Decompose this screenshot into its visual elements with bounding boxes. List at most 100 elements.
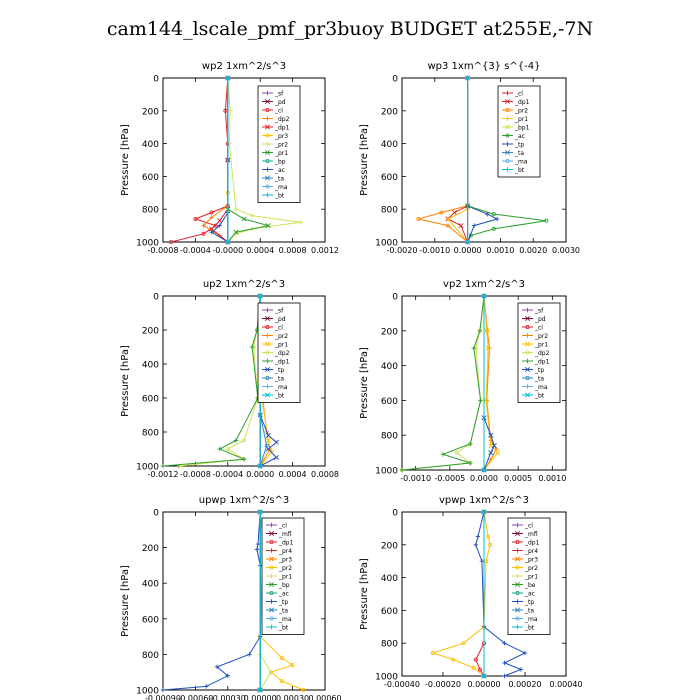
data-point	[279, 655, 284, 660]
data-point	[258, 687, 263, 693]
y-tick-label: 1000	[136, 239, 159, 249]
x-tick-label: -0.00040	[384, 680, 420, 689]
data-point	[445, 223, 450, 228]
data-point	[461, 641, 466, 646]
legend-label: _mfl	[524, 531, 538, 538]
series-line	[162, 295, 261, 467]
legend-marker	[268, 530, 275, 537]
x-tick-label: -0.00020	[425, 680, 461, 689]
legend-label: _dp1	[514, 99, 530, 106]
x-tick-label: 0.0005	[504, 474, 532, 483]
legend-marker	[505, 116, 510, 121]
series-line	[467, 78, 499, 243]
data-point	[209, 229, 214, 235]
legend-marker	[269, 548, 274, 553]
legend-label: _pr1	[524, 574, 538, 581]
legend-marker	[525, 375, 530, 380]
data-point	[502, 660, 507, 666]
x-tick-label: 0.0030	[552, 246, 580, 255]
data-point	[488, 432, 494, 438]
data-point	[491, 443, 497, 449]
legend-marker	[265, 108, 270, 113]
data-point	[228, 108, 233, 113]
legend-label: _pr2	[514, 108, 528, 115]
data-point	[468, 460, 473, 466]
legend-marker	[264, 98, 271, 105]
y-tick-label: 200	[142, 107, 159, 117]
data-point	[279, 679, 284, 684]
plot-frame	[162, 295, 326, 467]
legend-label: _dp1	[274, 359, 290, 366]
data-point	[160, 687, 166, 693]
legend-marker	[268, 556, 275, 562]
data-point	[451, 209, 457, 215]
legend-label: _ma	[524, 616, 538, 623]
legend-marker	[505, 167, 510, 172]
legend-marker	[265, 133, 270, 138]
y-tick-label: 1000	[375, 467, 398, 477]
x-tick-label: 0.0020	[519, 246, 547, 255]
y-tick-label: 400	[381, 140, 398, 150]
legend-marker	[269, 616, 274, 621]
legend-marker	[515, 565, 520, 570]
legend-marker	[269, 599, 274, 604]
legend-marker	[264, 392, 271, 398]
legend-label: _mfl	[278, 531, 292, 538]
data-point	[273, 439, 279, 445]
legend-marker	[505, 108, 510, 113]
legend-label: _pr2	[278, 565, 292, 572]
y-axis-label: Pressure [hPa]	[120, 345, 131, 417]
data-point	[301, 688, 306, 693]
y-tick-label: 200	[381, 327, 398, 337]
legend-label: _bt	[534, 393, 545, 400]
data-point	[491, 212, 496, 217]
legend-marker	[269, 522, 274, 528]
legend-marker	[265, 158, 270, 163]
legend-marker	[265, 141, 270, 147]
legend-marker	[264, 124, 271, 130]
y-tick-label: 600	[142, 395, 159, 405]
legend-marker	[525, 307, 530, 313]
x-tick-label: 0.00000	[244, 694, 277, 700]
legend-marker	[504, 149, 511, 156]
data-point	[241, 438, 246, 443]
data-point	[204, 684, 209, 689]
data-point	[465, 239, 470, 245]
data-point	[217, 223, 222, 228]
legend-label: _cl	[534, 325, 543, 332]
legend-marker	[269, 591, 274, 596]
legend-label: _ta	[274, 176, 284, 183]
series-line	[202, 78, 229, 243]
data-point	[225, 673, 230, 678]
x-tick-label: -0.00090	[145, 694, 181, 700]
legend-marker	[505, 158, 510, 163]
data-point	[209, 215, 214, 220]
data-point	[241, 457, 247, 462]
y-tick-label: 600	[381, 607, 398, 617]
x-tick-label: 0.0000	[454, 246, 482, 255]
legend-marker	[514, 530, 521, 537]
data-point	[257, 293, 263, 299]
x-tick-label: -0.00060	[177, 694, 213, 700]
plot-frame	[162, 77, 326, 243]
data-point	[471, 346, 476, 351]
data-point	[473, 542, 478, 547]
legend-label: _dp2	[534, 350, 550, 357]
x-tick-label: 0.00020	[508, 680, 541, 689]
data-point	[488, 450, 494, 456]
legend-label: _pr2	[534, 333, 548, 340]
y-tick-label: 1000	[136, 687, 159, 697]
series-line	[162, 511, 261, 691]
legend-marker	[265, 324, 270, 329]
legend-marker	[515, 599, 520, 604]
legend-label: _pr1	[278, 574, 292, 581]
series-line	[475, 511, 527, 677]
legend-label: _ma	[514, 159, 528, 166]
data-point	[485, 345, 491, 351]
legend-label: _tp	[278, 599, 288, 606]
x-tick-label: 0.0004	[279, 470, 307, 479]
legend-label: _dp1	[278, 540, 294, 547]
data-point	[225, 446, 230, 451]
data-point	[254, 547, 260, 552]
